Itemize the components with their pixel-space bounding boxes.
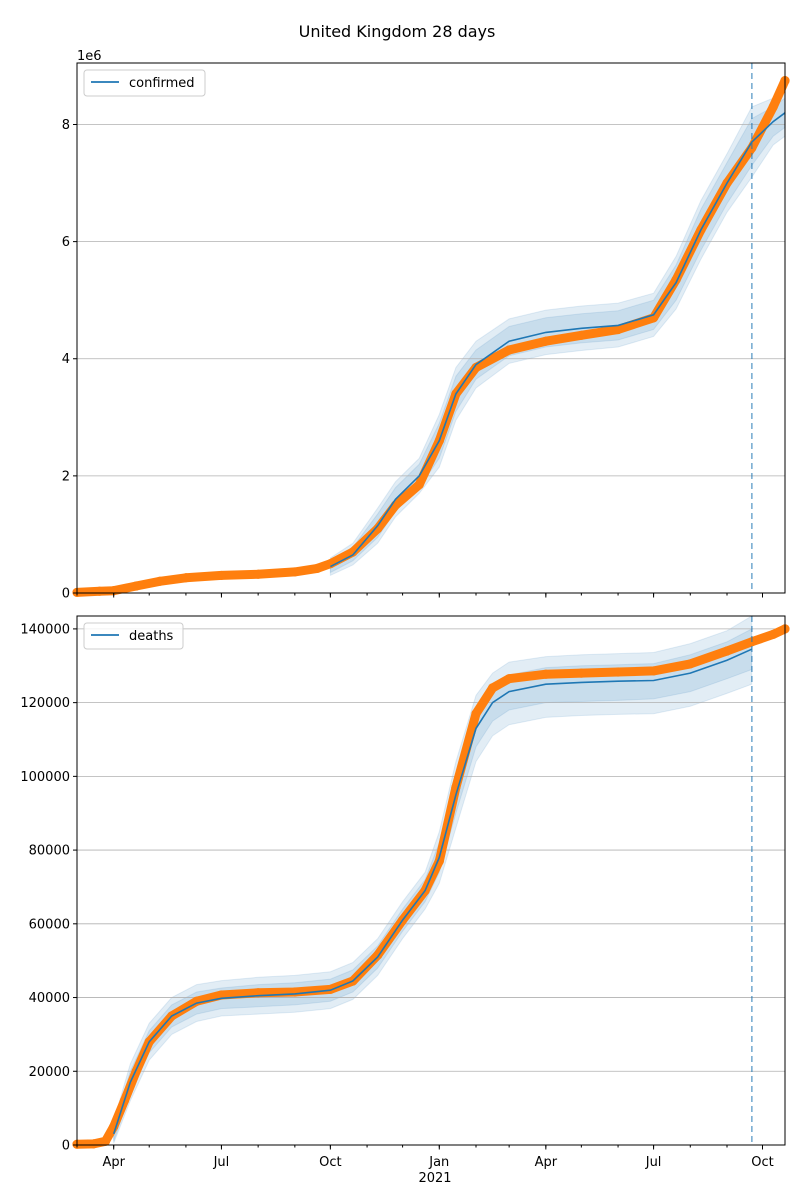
x-axis-year-label: 2021 [418,1171,451,1186]
x-tick-label: Jan [428,1155,449,1170]
confirmed-observed-point [131,581,141,591]
deaths-observed-point [487,683,498,693]
deaths-x-ticks: Apr Jul Oct Jan Apr Jul Oct [76,1145,774,1170]
confirmed-ytick-label: 8 [62,118,70,133]
confirmed-observed-point [348,547,358,557]
deaths-ytick-label: 120000 [20,696,70,711]
confirmed-observed-point [325,559,335,569]
deaths-legend-box [83,622,184,650]
confirmed-legend-label: confirmed [129,76,195,91]
confirmed-observed-point [94,586,105,596]
deaths-model-series [112,648,753,1135]
confirmed-model-series [330,112,786,568]
confirmed-ytick-label: 0 [62,587,70,602]
confirmed-model-line [330,112,786,568]
deaths-model-line [112,648,753,1135]
deaths-observed-point [216,990,227,1000]
confirmed-observed-point [155,576,165,586]
deaths-observed-point [613,667,623,677]
deaths-observed-point [88,1139,99,1149]
confirmed-observed-point [768,102,778,112]
deaths-ytick-label: 140000 [20,622,70,637]
x-tick-label: Oct [319,1155,341,1170]
deaths-observed-point [768,629,778,640]
deaths-legend-label: deaths [129,629,174,644]
deaths-observed-point [648,666,659,676]
confirmed-observed-point [216,570,227,581]
deaths-axes-frame [76,615,786,1146]
figure-title: United Kingdom 28 days [299,22,496,41]
confirmed-offset-label: 1e6 [77,49,102,64]
x-tick-label: Jul [645,1155,662,1170]
confirmed-legend-box [83,69,206,97]
x-tick-label: Apr [535,1155,558,1170]
deaths-ytick-label: 80000 [29,844,70,859]
confirmed-observed-point [414,480,424,490]
confirmed-observed-point [613,324,623,335]
confirmed-observed-point [504,345,514,355]
deaths-observed-point [471,709,481,719]
confirmed-observed-point [290,567,300,577]
x-tick-label: Oct [751,1155,773,1170]
confirmed-ytick-label: 6 [62,235,70,250]
confirmed-panel: 0 2 4 6 8 1e6 confirmed [62,49,790,602]
confirmed-grid [77,124,785,477]
deaths-ytick-label: 60000 [29,917,70,932]
deaths-panel: 020000400006000080000100000120000140000 … [20,615,790,1170]
confirmed-axes-frame [76,62,786,594]
deaths-ytick-label: 20000 [29,1065,70,1080]
deaths-observed-point [685,659,695,669]
x-tick-label: Jul [213,1155,230,1170]
deaths-frame [76,615,786,1146]
confirmed-observed-point [471,362,481,373]
confirmed-y-ticks: 0 2 4 6 8 [62,118,77,602]
x-tick-label: Apr [102,1155,125,1170]
confirmed-legend: confirmed [83,69,206,97]
deaths-observed-point [504,674,514,684]
confirmed-observed-point [541,336,551,346]
confirmed-observed-point [373,523,383,534]
confirmed-observed-point [312,563,322,574]
confirmed-ytick-label: 4 [62,352,70,367]
confirmed-observed-point [253,569,263,579]
deaths-ytick-label: 0 [62,1139,70,1154]
confirmed-frame [76,62,786,594]
deaths-observed-point [290,987,300,997]
deaths-observed-point [722,646,732,656]
deaths-ytick-label: 100000 [20,770,70,785]
confirmed-observed-point [181,573,191,583]
confirmed-x-ticks [76,593,764,598]
deaths-observed-point [100,1136,111,1146]
deaths-y-ticks: 0 20000 40000 60000 80000 100000 120000 140000 [20,622,77,1154]
confirmed-ytick-label: 2 [62,469,70,484]
deaths-ytick-label: 40000 [29,991,70,1006]
deaths-observed-point [541,669,551,679]
deaths-observed-point [576,668,586,678]
deaths-legend: deaths [83,622,184,650]
confirmed-observed-point [576,330,586,340]
